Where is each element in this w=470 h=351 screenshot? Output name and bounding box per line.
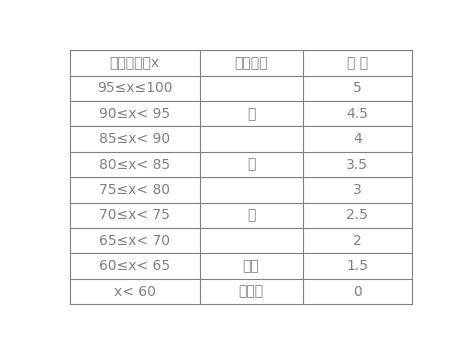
Text: 不及格: 不及格 xyxy=(239,285,264,299)
Text: 95≤x≤100: 95≤x≤100 xyxy=(97,81,172,95)
Text: 90≤x< 95: 90≤x< 95 xyxy=(99,107,170,121)
Text: 70≤x< 75: 70≤x< 75 xyxy=(99,208,170,223)
Text: 3.5: 3.5 xyxy=(346,158,368,172)
Text: 绩 点: 绩 点 xyxy=(347,56,368,70)
Text: 优: 优 xyxy=(247,107,255,121)
Text: 百分制分数x: 百分制分数x xyxy=(110,56,160,70)
Text: 85≤x< 90: 85≤x< 90 xyxy=(99,132,170,146)
Text: 2: 2 xyxy=(353,234,361,248)
Text: 及格: 及格 xyxy=(243,259,259,273)
Text: 80≤x< 85: 80≤x< 85 xyxy=(99,158,170,172)
Text: 良: 良 xyxy=(247,158,255,172)
Text: 3: 3 xyxy=(353,183,361,197)
Text: 75≤x< 80: 75≤x< 80 xyxy=(99,183,170,197)
Text: 4.5: 4.5 xyxy=(346,107,368,121)
Text: 0: 0 xyxy=(353,285,361,299)
Text: 65≤x< 70: 65≤x< 70 xyxy=(99,234,170,248)
Text: 5: 5 xyxy=(353,81,361,95)
Text: 60≤x< 65: 60≤x< 65 xyxy=(99,259,170,273)
Text: 1.5: 1.5 xyxy=(346,259,368,273)
Text: 4: 4 xyxy=(353,132,361,146)
Text: x< 60: x< 60 xyxy=(114,285,156,299)
Text: 五级分数: 五级分数 xyxy=(235,56,268,70)
Text: 2.5: 2.5 xyxy=(346,208,368,223)
Text: 中: 中 xyxy=(247,208,255,223)
